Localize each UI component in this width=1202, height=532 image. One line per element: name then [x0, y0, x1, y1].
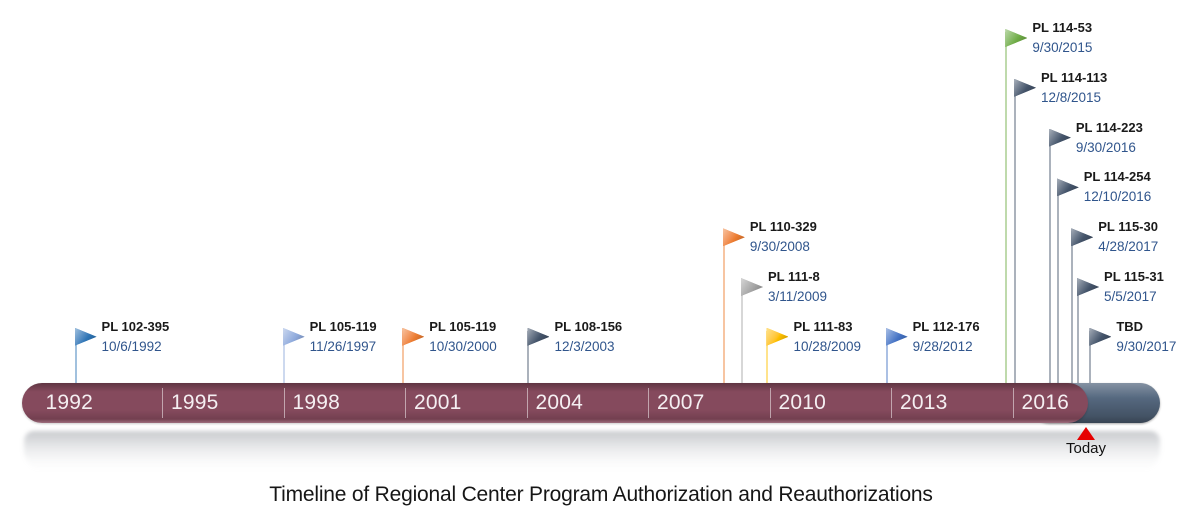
milestone-text: PL 115-30 4/28/2017 — [1098, 220, 1158, 254]
flag-icon — [1077, 278, 1100, 296]
milestone-pole — [722, 231, 725, 383]
milestone-pole — [1048, 131, 1051, 383]
timeline-bar-past — [22, 383, 1088, 423]
milestone-date: 12/10/2016 — [1083, 189, 1152, 205]
milestone-text: PL 105-119 10/30/2000 — [429, 318, 497, 354]
milestone-date: 10/30/2000 — [429, 338, 497, 354]
milestone-pole — [1014, 81, 1016, 383]
milestone-text: PL 102-395 10/6/1992 — [101, 318, 170, 354]
milestone-label: PL 114-223 — [1075, 119, 1143, 135]
year-tick — [769, 388, 771, 418]
milestone-label: PL 102-395 — [101, 318, 170, 334]
year-label: 1995 — [171, 391, 219, 414]
milestone-text: PL 114-254 12/10/2016 — [1084, 170, 1152, 204]
timeline-reflection — [24, 431, 1160, 471]
year-label: 2013 — [900, 391, 948, 414]
milestone-pole — [885, 330, 888, 383]
year-label: 1998 — [292, 391, 341, 414]
milestone-text: PL 111-8 3/11/2009 — [768, 270, 827, 304]
milestone-label: PL 111-8 — [767, 269, 820, 284]
milestone-pole — [74, 330, 77, 383]
milestone-text: PL 115-31 5/5/2017 — [1104, 270, 1164, 304]
milestone-text: PL 114-223 9/30/2016 — [1075, 119, 1143, 155]
milestone-date: 12/8/2015 — [1041, 89, 1102, 105]
flag-icon — [722, 228, 745, 247]
milestone-text: PL 114-53 9/30/2015 — [1032, 21, 1092, 55]
milestone-label: PL 105-119 — [309, 318, 377, 334]
milestone-date: 4/28/2017 — [1098, 239, 1159, 255]
year-label: 2004 — [535, 391, 584, 414]
today-arrow-icon — [1077, 427, 1095, 440]
milestone-date: 11/26/1997 — [309, 338, 377, 354]
year-tick — [283, 388, 285, 418]
milestone-pole — [402, 330, 405, 383]
year-label: 2016 — [1021, 391, 1070, 414]
milestone-date: 9/28/2012 — [912, 338, 973, 354]
flag-icon — [1005, 29, 1028, 47]
milestone-label: PL 115-30 — [1098, 219, 1158, 235]
flag-icon — [1071, 228, 1094, 247]
year-label: 2010 — [778, 391, 827, 414]
flag-icon — [1056, 178, 1079, 197]
milestone-label: PL 105-119 — [429, 318, 497, 334]
chart-title: Timeline of Regional Center Program Auth… — [269, 483, 933, 506]
milestone-pole — [527, 330, 530, 383]
milestone-label: PL 110-329 — [749, 219, 817, 235]
milestone-date: 9/30/2016 — [1075, 139, 1136, 155]
year-tick — [526, 388, 528, 418]
flag-icon — [1014, 78, 1036, 97]
year-tick — [648, 388, 649, 418]
milestone-label: PL 114-254 — [1083, 169, 1151, 185]
milestone-date: 10/28/2009 — [793, 338, 862, 354]
milestone-pole — [1005, 32, 1008, 383]
flag-icon — [74, 327, 97, 346]
milestone-date: 9/30/2015 — [1032, 40, 1093, 55]
milestone-label: TBD — [1116, 318, 1144, 334]
year-label: 2007 — [657, 391, 705, 414]
year-tick — [1012, 388, 1014, 418]
year-label: 1992 — [45, 391, 94, 414]
today-label: Today — [1065, 440, 1107, 457]
milestone-date: 3/11/2009 — [767, 289, 828, 304]
milestone-text: PL 108-156 12/3/2003 — [554, 318, 623, 354]
year-label: 2001 — [414, 391, 462, 414]
milestone-text: TBD 9/30/2017 — [1116, 318, 1177, 354]
flag-icon — [527, 327, 550, 346]
milestone-label: PL 111-83 — [793, 318, 853, 334]
milestone-text: PL 111-83 10/28/2009 — [793, 318, 862, 354]
milestone-date: 12/3/2003 — [554, 338, 615, 354]
milestone-pole — [1071, 231, 1074, 383]
milestone-date: 9/30/2008 — [749, 239, 810, 255]
milestone-text: PL 114-113 12/8/2015 — [1041, 69, 1108, 105]
milestone-label: PL 114-53 — [1032, 20, 1093, 35]
milestone-label: PL 112-176 — [912, 318, 980, 334]
flag-icon — [740, 278, 763, 296]
year-tick — [405, 388, 406, 418]
flag-icon — [402, 327, 425, 346]
milestone-text: PL 112-176 9/28/2012 — [912, 318, 980, 354]
flag-icon — [885, 327, 908, 346]
milestone-pole — [1056, 181, 1059, 383]
milestone-label: PL 115-31 — [1104, 269, 1164, 284]
milestone-pole — [1089, 330, 1092, 383]
flag-icon — [282, 327, 305, 346]
milestone-label: PL 108-156 — [554, 318, 623, 334]
milestone-label: PL 114-113 — [1041, 69, 1108, 85]
milestone-pole — [766, 330, 769, 383]
milestone-date: 5/5/2017 — [1104, 289, 1157, 304]
milestone-text: PL 105-119 11/26/1997 — [309, 318, 377, 354]
milestone-date: 9/30/2017 — [1116, 338, 1177, 354]
flag-icon — [1089, 327, 1112, 346]
milestone-date: 10/6/1992 — [101, 338, 162, 354]
flag-icon — [766, 327, 789, 346]
flag-icon — [1048, 128, 1071, 147]
milestone-text: PL 110-329 9/30/2008 — [750, 220, 817, 254]
milestone-pole — [282, 330, 285, 383]
milestone-pole — [1077, 281, 1080, 383]
year-tick — [891, 388, 892, 418]
milestone-pole — [740, 281, 743, 383]
year-tick — [162, 388, 163, 418]
